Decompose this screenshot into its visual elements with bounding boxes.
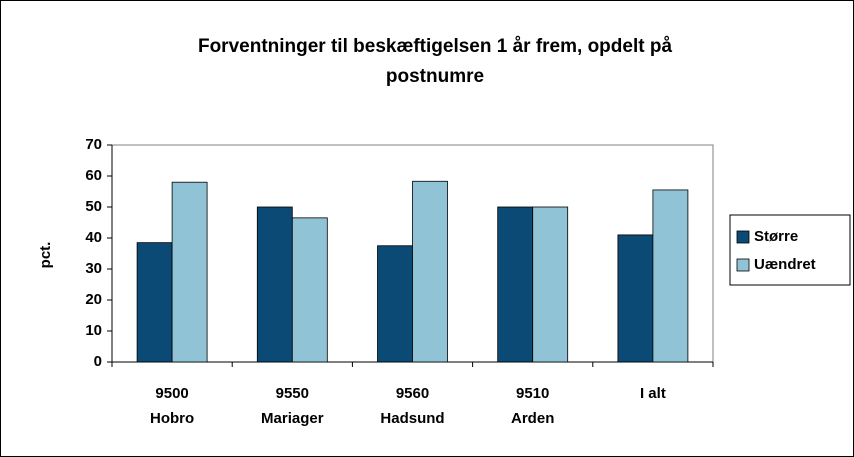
bar [256, 206, 293, 363]
y-tick-label: 60 [85, 167, 102, 184]
bar [532, 206, 569, 363]
bar [617, 234, 654, 363]
x-tick-label: 9510 Arden [511, 385, 554, 427]
y-tick-label: 40 [85, 229, 102, 246]
chart-title: Forventninger til beskæftigelsen 1 år fr… [198, 36, 672, 87]
legend-swatch [736, 258, 750, 272]
x-tick-label: 9550 Mariager [261, 385, 324, 427]
bar [291, 217, 328, 363]
y-tick-label: 50 [85, 198, 102, 215]
y-tick-label: 0 [94, 353, 102, 370]
y-tick-label: 70 [85, 136, 102, 153]
legend-label: Større [754, 228, 798, 245]
bar [171, 181, 208, 363]
y-tick-label: 20 [85, 291, 102, 308]
legend-box [729, 214, 851, 286]
y-tick-label: 30 [85, 260, 102, 277]
y-axis-label: pct. [37, 242, 54, 269]
y-tick-label: 10 [85, 322, 102, 339]
x-tick-label: 9560 Hadsund [380, 385, 444, 427]
bar [377, 245, 413, 363]
legend-swatch [736, 230, 750, 244]
x-tick-label: I alt [640, 385, 666, 402]
bar [412, 180, 448, 363]
bar [652, 189, 689, 363]
legend-label: Uændret [754, 256, 816, 273]
x-tick-label: 9500 Hobro [150, 385, 194, 427]
bar [136, 242, 173, 363]
bar [497, 206, 534, 363]
